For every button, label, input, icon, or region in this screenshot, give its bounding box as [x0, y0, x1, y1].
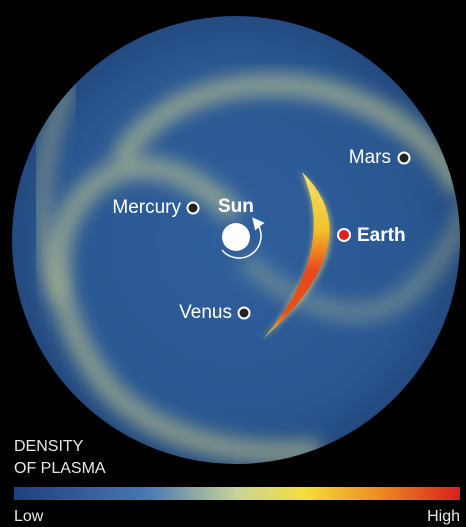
sun-label: Sun: [218, 196, 254, 217]
plasma-crescent: [264, 172, 330, 338]
planet-label: Venus: [179, 302, 232, 323]
legend-title: DENSITY: [14, 438, 84, 455]
planet-dot: [237, 306, 251, 320]
planet-label: Mars: [349, 147, 391, 168]
earth-dot: [337, 228, 351, 242]
planet-label: Earth: [357, 225, 406, 246]
rotation-arrow: [221, 217, 265, 259]
planet-label: Mercury: [112, 197, 181, 218]
legend-title: OF PLASMA: [14, 460, 106, 477]
spiral-arms: [32, 74, 460, 464]
legend-low: Low: [14, 508, 44, 525]
spiral-arm: [239, 197, 460, 322]
planet-dot: [186, 201, 200, 215]
sun: [222, 223, 250, 251]
spiral-arm: [32, 76, 79, 304]
legend-high: High: [427, 508, 460, 525]
planet-dot: [397, 151, 411, 165]
spiral-arm: [111, 74, 460, 195]
density-scale: [14, 487, 460, 500]
